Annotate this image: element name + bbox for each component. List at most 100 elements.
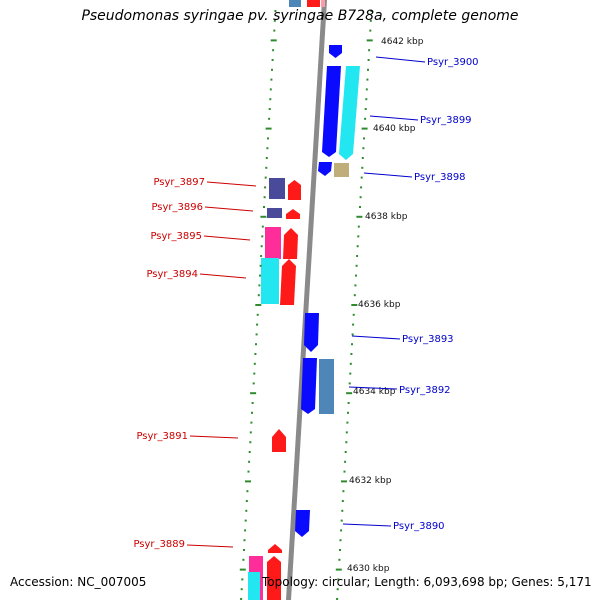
minor-tick bbox=[340, 529, 343, 532]
minor-tick bbox=[346, 421, 349, 424]
minor-tick bbox=[352, 323, 355, 326]
minor-tick bbox=[251, 411, 253, 414]
gene-label-psyr-3896[interactable]: Psyr_3896 bbox=[151, 202, 203, 213]
feature-psyr-3894-a bbox=[261, 258, 279, 304]
minor-tick bbox=[273, 19, 276, 22]
minor-tick bbox=[356, 255, 359, 257]
feature-psyr-3896-a bbox=[267, 208, 282, 218]
major-tick bbox=[260, 215, 267, 218]
map-title: Pseudomonas syringae pv. syringae B728a,… bbox=[81, 8, 519, 24]
gene-label-psyr-3894[interactable]: Psyr_3894 bbox=[146, 269, 198, 280]
scale-label: 4636 kbp bbox=[358, 300, 401, 310]
gene-label-psyr-3895[interactable]: Psyr_3895 bbox=[150, 231, 202, 242]
scale-label: 4634 kbp bbox=[353, 387, 396, 397]
minor-tick bbox=[357, 225, 360, 228]
minor-tick bbox=[257, 294, 260, 297]
gene-label-psyr-3893[interactable]: Psyr_3893 bbox=[402, 334, 454, 345]
minor-tick bbox=[252, 382, 255, 385]
feature-psyr-3893 bbox=[304, 313, 319, 352]
leader-line bbox=[351, 335, 401, 340]
minor-tick bbox=[269, 88, 272, 91]
minor-tick bbox=[352, 313, 355, 316]
scale-ticks bbox=[239, 10, 373, 600]
minor-tick bbox=[344, 451, 347, 453]
minor-tick bbox=[273, 29, 276, 32]
minor-tick bbox=[268, 117, 271, 120]
gene-label-psyr-3898[interactable]: Psyr_3898 bbox=[414, 172, 466, 183]
feature-psyr-3898-a bbox=[318, 162, 332, 176]
minor-tick bbox=[362, 147, 365, 150]
minor-tick bbox=[337, 578, 340, 581]
feature-psyr-3895-a bbox=[265, 227, 281, 259]
minor-tick bbox=[271, 59, 274, 61]
minor-tick bbox=[340, 519, 343, 522]
minor-tick bbox=[348, 382, 351, 385]
gene-label-psyr-3891[interactable]: Psyr_3891 bbox=[136, 431, 188, 442]
feature-psyr-3899-b bbox=[339, 66, 360, 160]
feature-psyr-3899-a bbox=[322, 66, 341, 157]
minor-tick bbox=[369, 19, 372, 22]
minor-tick bbox=[268, 108, 271, 110]
minor-tick bbox=[350, 353, 353, 355]
minor-tick bbox=[241, 578, 244, 581]
leader-line bbox=[342, 523, 392, 527]
gene-label-psyr-3899[interactable]: Psyr_3899 bbox=[420, 115, 472, 126]
minor-tick bbox=[245, 509, 248, 512]
gene-label-psyr-3889[interactable]: Psyr_3889 bbox=[133, 539, 185, 550]
minor-tick bbox=[360, 176, 363, 179]
minor-tick bbox=[366, 78, 369, 81]
minor-tick bbox=[369, 29, 372, 32]
minor-tick bbox=[265, 157, 268, 159]
minor-tick bbox=[259, 264, 262, 267]
major-tick bbox=[341, 480, 347, 483]
gene-label-psyr-3897[interactable]: Psyr_3897 bbox=[153, 177, 205, 188]
minor-tick bbox=[336, 588, 339, 591]
major-tick bbox=[346, 392, 353, 395]
minor-tick bbox=[240, 588, 243, 591]
leader-line bbox=[369, 115, 419, 121]
minor-tick bbox=[246, 490, 249, 493]
feature-psyr-3895-b bbox=[283, 228, 298, 259]
minor-tick bbox=[367, 59, 370, 61]
gene-label-psyr-3890[interactable]: Psyr_3890 bbox=[393, 521, 445, 532]
feature-partial-top-red bbox=[307, 0, 320, 7]
minor-tick bbox=[345, 431, 348, 434]
major-tick bbox=[366, 39, 373, 42]
gene-label-psyr-3900[interactable]: Psyr_3900 bbox=[427, 57, 479, 68]
feature-partial-top-steel bbox=[289, 0, 301, 7]
minor-tick bbox=[248, 451, 251, 453]
major-tick bbox=[356, 215, 363, 218]
scale-label: 4638 kbp bbox=[365, 212, 408, 222]
major-tick bbox=[245, 480, 251, 483]
genome-summary-text: Topology: circular; Length: 6,093,698 bp… bbox=[262, 575, 592, 589]
reverse-gene-labels: Psyr_3897 Psyr_3896 Psyr_3895 Psyr_3894 … bbox=[133, 177, 257, 550]
minor-tick bbox=[261, 235, 264, 238]
minor-tick bbox=[248, 460, 251, 463]
minor-tick bbox=[255, 343, 257, 346]
minor-tick bbox=[244, 529, 247, 532]
minor-tick bbox=[243, 549, 245, 551]
minor-tick bbox=[345, 441, 348, 444]
feature-bottom-cyan bbox=[248, 572, 260, 600]
minor-tick bbox=[361, 166, 364, 169]
minor-tick bbox=[256, 313, 259, 316]
minor-tick bbox=[349, 372, 352, 375]
minor-tick bbox=[263, 196, 266, 199]
leader-line bbox=[348, 386, 398, 390]
minor-tick bbox=[364, 117, 367, 120]
minor-tick bbox=[365, 98, 368, 101]
minor-tick bbox=[254, 353, 257, 355]
minor-tick bbox=[356, 245, 359, 248]
accession-text: Accession: NC_007005 bbox=[10, 575, 147, 589]
gene-label-psyr-3892[interactable]: Psyr_3892 bbox=[399, 385, 451, 396]
minor-tick bbox=[244, 519, 247, 522]
minor-tick bbox=[253, 362, 256, 365]
minor-tick bbox=[355, 274, 357, 277]
minor-tick bbox=[354, 284, 357, 287]
minor-tick bbox=[249, 441, 252, 444]
feature-partial-top-pink bbox=[321, 0, 325, 7]
minor-tick bbox=[260, 255, 263, 257]
feature-psyr-3892-a bbox=[301, 358, 317, 414]
minor-tick bbox=[269, 98, 272, 101]
major-tick bbox=[239, 568, 246, 571]
